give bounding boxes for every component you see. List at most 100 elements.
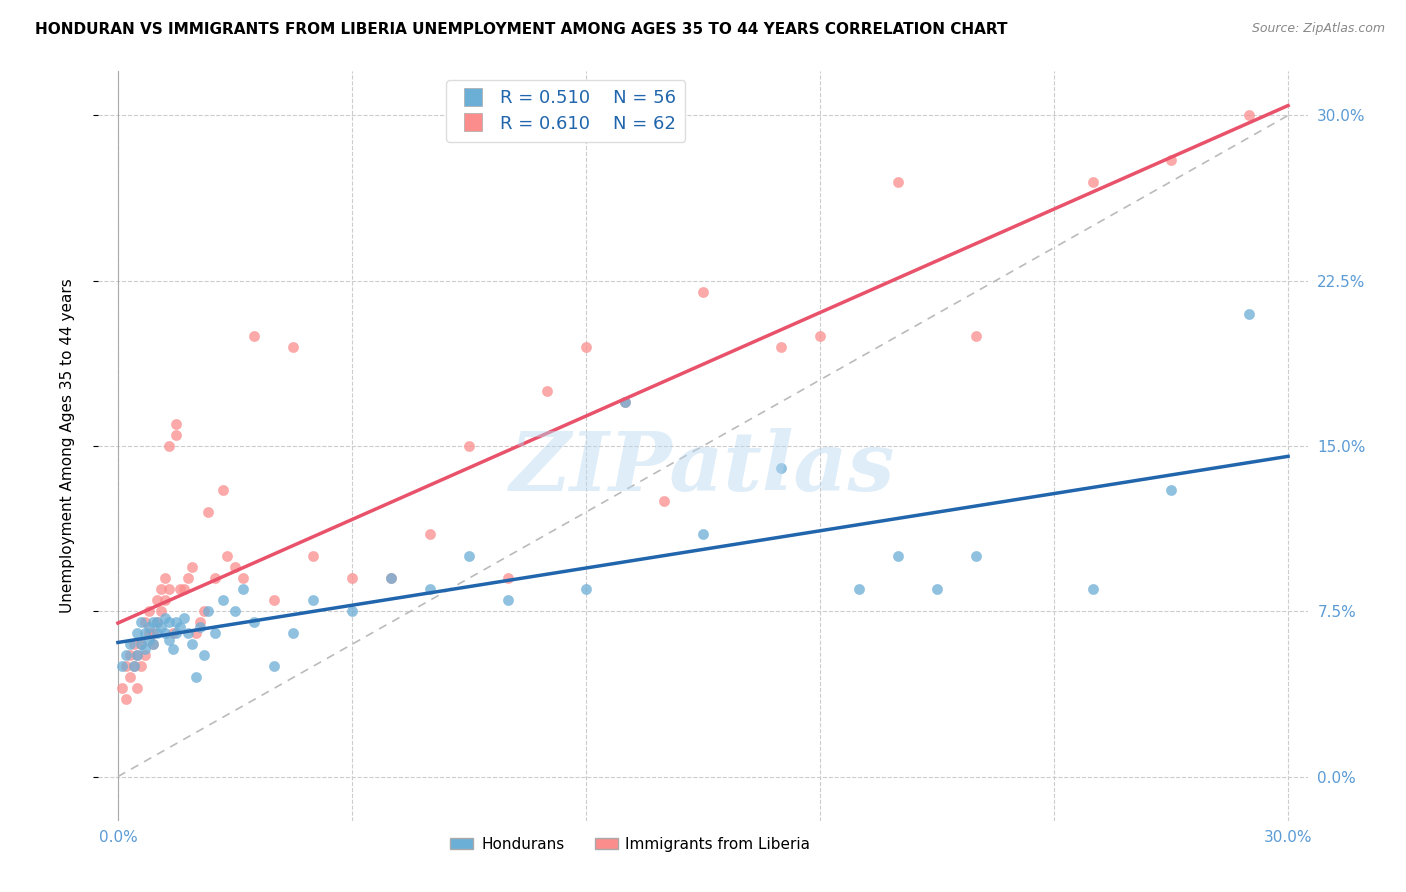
- Point: [127, 681, 149, 696]
- Point: [692, 527, 714, 541]
- Point: [157, 632, 180, 647]
- Point: [188, 620, 211, 634]
- Point: [181, 560, 204, 574]
- Text: Source: ZipAtlas.com: Source: ZipAtlas.com: [1251, 22, 1385, 36]
- Point: [127, 648, 149, 663]
- Point: [496, 593, 519, 607]
- Point: [131, 637, 153, 651]
- Point: [134, 648, 156, 663]
- Point: [111, 681, 134, 696]
- Point: [153, 593, 176, 607]
- Point: [127, 648, 149, 663]
- Point: [162, 641, 184, 656]
- Point: [184, 626, 207, 640]
- Point: [193, 604, 215, 618]
- Point: [380, 571, 402, 585]
- Point: [1237, 307, 1260, 321]
- Point: [157, 615, 180, 630]
- Point: [1237, 108, 1260, 122]
- Point: [173, 611, 195, 625]
- Y-axis label: Unemployment Among Ages 35 to 44 years: Unemployment Among Ages 35 to 44 years: [60, 278, 75, 614]
- Point: [177, 626, 200, 640]
- Point: [419, 582, 441, 597]
- Point: [197, 505, 219, 519]
- Point: [157, 582, 180, 597]
- Legend: Hondurans, Immigrants from Liberia: Hondurans, Immigrants from Liberia: [444, 830, 817, 858]
- Point: [134, 626, 156, 640]
- Point: [243, 615, 266, 630]
- Text: HONDURAN VS IMMIGRANTS FROM LIBERIA UNEMPLOYMENT AMONG AGES 35 TO 44 YEARS CORRE: HONDURAN VS IMMIGRANTS FROM LIBERIA UNEM…: [35, 22, 1008, 37]
- Point: [575, 582, 598, 597]
- Point: [153, 611, 176, 625]
- Point: [111, 659, 134, 673]
- Point: [169, 620, 191, 634]
- Point: [142, 615, 165, 630]
- Point: [142, 637, 165, 651]
- Point: [769, 461, 792, 475]
- Point: [217, 549, 239, 564]
- Point: [149, 620, 172, 634]
- Point: [340, 604, 363, 618]
- Point: [302, 549, 325, 564]
- Point: [232, 582, 254, 597]
- Point: [614, 395, 637, 409]
- Point: [925, 582, 948, 597]
- Point: [153, 626, 176, 640]
- Point: [118, 648, 141, 663]
- Point: [458, 549, 481, 564]
- Point: [149, 604, 172, 618]
- Point: [340, 571, 363, 585]
- Point: [204, 571, 226, 585]
- Point: [808, 328, 831, 343]
- Point: [848, 582, 870, 597]
- Point: [232, 571, 254, 585]
- Point: [131, 637, 153, 651]
- Point: [177, 571, 200, 585]
- Point: [283, 626, 305, 640]
- Point: [134, 641, 156, 656]
- Point: [173, 582, 195, 597]
- Point: [614, 395, 637, 409]
- Point: [380, 571, 402, 585]
- Point: [149, 582, 172, 597]
- Point: [193, 648, 215, 663]
- Point: [165, 417, 187, 431]
- Point: [224, 560, 246, 574]
- Point: [138, 604, 160, 618]
- Point: [184, 670, 207, 684]
- Point: [224, 604, 246, 618]
- Point: [122, 659, 145, 673]
- Point: [263, 593, 285, 607]
- Point: [131, 615, 153, 630]
- Point: [169, 582, 191, 597]
- Point: [146, 615, 169, 630]
- Point: [188, 615, 211, 630]
- Point: [122, 637, 145, 651]
- Point: [127, 626, 149, 640]
- Point: [1160, 483, 1182, 497]
- Point: [1081, 175, 1104, 189]
- Point: [118, 670, 141, 684]
- Point: [243, 328, 266, 343]
- Point: [965, 549, 987, 564]
- Point: [134, 615, 156, 630]
- Point: [153, 571, 176, 585]
- Point: [146, 593, 169, 607]
- Point: [146, 626, 169, 640]
- Point: [458, 439, 481, 453]
- Point: [1160, 153, 1182, 167]
- Point: [204, 626, 226, 640]
- Point: [212, 483, 235, 497]
- Point: [197, 604, 219, 618]
- Point: [131, 659, 153, 673]
- Point: [114, 659, 136, 673]
- Point: [283, 340, 305, 354]
- Point: [114, 648, 136, 663]
- Point: [887, 175, 910, 189]
- Point: [263, 659, 285, 673]
- Point: [165, 626, 187, 640]
- Point: [142, 637, 165, 651]
- Point: [575, 340, 598, 354]
- Text: ZIPatlas: ZIPatlas: [510, 428, 896, 508]
- Point: [157, 439, 180, 453]
